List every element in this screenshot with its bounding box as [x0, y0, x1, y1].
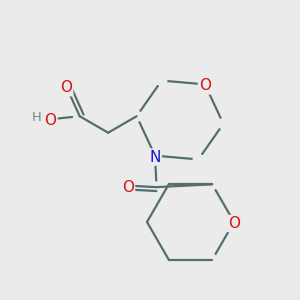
Text: O: O [228, 216, 240, 231]
Text: O: O [60, 80, 72, 95]
Text: N: N [149, 150, 161, 165]
Text: O: O [44, 113, 56, 128]
Text: O: O [199, 78, 211, 93]
Text: H: H [32, 111, 42, 124]
Text: O: O [122, 180, 134, 195]
